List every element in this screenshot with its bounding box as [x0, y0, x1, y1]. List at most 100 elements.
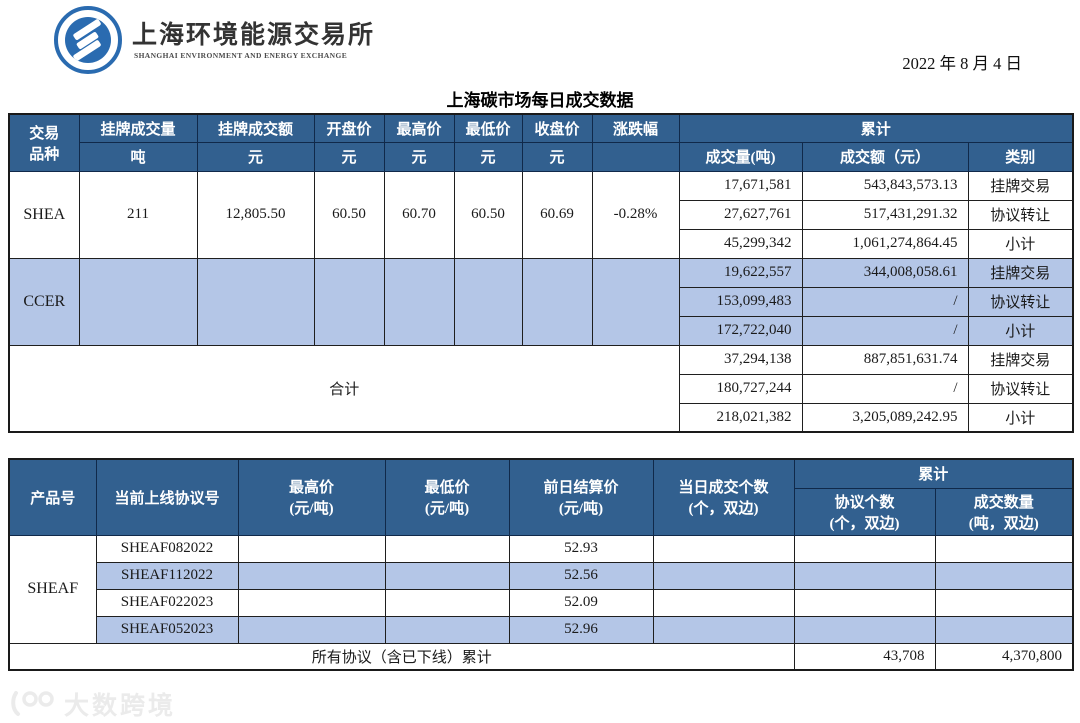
all-contracts-summary-label: 所有协议（含已下线）累计: [8, 642, 795, 671]
product-ccer: CCER: [8, 257, 80, 346]
ccer-cum-volume: 172,722,040: [678, 315, 803, 346]
contract-cum-qty-empty: [934, 561, 1074, 590]
ccer-low-empty: [453, 257, 523, 346]
shea-open: 60.50: [313, 170, 385, 259]
ccer-cum-volume: 153,099,483: [678, 286, 803, 317]
shea-cum-amount: 1,061,274,864.45: [801, 228, 969, 259]
shea-change: -0.28%: [591, 170, 680, 259]
col-header-low: 最低价: [453, 113, 523, 143]
shea-high: 60.70: [383, 170, 455, 259]
col-header-cum-amount: 成交额（元）: [801, 141, 969, 172]
ccer-cum-amount: /: [801, 315, 969, 346]
unit-yuan: 元: [453, 141, 523, 172]
table-row: 153,099,483 / 协议转让: [9, 286, 1074, 317]
shea-cum-type: 协议转让: [967, 199, 1074, 230]
contract-low-empty: [384, 534, 510, 563]
col-header-change: 涨跌幅: [591, 113, 680, 143]
table-row: SHEAF SHEAF082022 52.93: [8, 534, 1074, 644]
ccer-close-empty: [521, 257, 593, 346]
shea-cum-amount: 517,431,291.32: [801, 199, 969, 230]
shea-cum-volume: 27,627,761: [678, 199, 803, 230]
table-row: SHEAF112022 52.56: [9, 561, 1074, 590]
contract-code: SHEAF052023: [95, 615, 239, 644]
table-row: CCER 19,622,557 344,008,058.61 挂牌交易: [8, 257, 1074, 346]
table-row: 27,627,761 517,431,291.32 协议转让: [9, 199, 1074, 230]
col-header-contract-no: 当前上线协议号: [95, 458, 239, 536]
contract-cum-qty-empty: [934, 615, 1074, 644]
contract-high-empty: [237, 588, 386, 617]
table-row: SHEAF052023 52.96: [9, 615, 1074, 644]
ccer-open-empty: [313, 257, 385, 346]
ccer-cum-volume: 19,622,557: [678, 257, 803, 288]
col-header-cum-count: 协议个数 (个，双边): [793, 487, 936, 536]
contract-cum-qty-empty: [934, 588, 1074, 617]
shea-volume: 211: [78, 170, 198, 259]
forward-contracts-table: 产品号 当前上线协议号 最高价 (元/吨) 最低价 (元/吨) 前日结算价 (元…: [8, 458, 1075, 671]
contract-code: SHEAF022023: [95, 588, 239, 617]
col-header-product: 交易 品种: [8, 113, 80, 172]
total-cum-type: 挂牌交易: [967, 344, 1074, 375]
ccer-volume-empty: [78, 257, 198, 346]
contract-settle: 52.93: [508, 534, 654, 563]
unit-yuan: 元: [313, 141, 385, 172]
contract-high-empty: [237, 534, 386, 563]
contract-cum-count-empty: [793, 534, 936, 563]
col-header-high: 最高价: [383, 113, 455, 143]
contract-settle: 52.56: [508, 561, 654, 590]
product-sheaf: SHEAF: [8, 534, 97, 644]
contract-code: SHEAF082022: [95, 534, 239, 563]
contract-low-empty: [384, 615, 510, 644]
contract-settle: 52.96: [508, 615, 654, 644]
col-header-listed-amount: 挂牌成交额: [196, 113, 315, 143]
shea-low: 60.50: [453, 170, 523, 259]
contract-high-empty: [237, 615, 386, 644]
unit-empty: [591, 141, 680, 172]
table-row: 合计 37,294,138 887,851,631.74 挂牌交易: [8, 344, 1074, 433]
col-header-cumulative: 累计: [678, 113, 1074, 143]
ccer-cum-type: 挂牌交易: [967, 257, 1074, 288]
total-label: 合计: [8, 344, 680, 433]
table-row: 180,727,244 / 协议转让: [9, 373, 1074, 404]
total-cum-amount: /: [801, 373, 969, 404]
table-row: SHEAF022023 52.09: [9, 588, 1074, 617]
shea-close: 60.69: [521, 170, 593, 259]
brand-name-en: SHANGHAI ENVIRONMENT AND ENERGY EXCHANGE: [134, 51, 348, 60]
contract-today-empty: [652, 615, 795, 644]
table-row: SHEA 211 12,805.50 60.50 60.70 60.50 60.…: [8, 170, 1074, 259]
table-row: 218,021,382 3,205,089,242.95 小计: [9, 402, 1074, 433]
contract-code: SHEAF112022: [95, 561, 239, 590]
table-row: 所有协议（含已下线）累计 43,708 4,370,800: [8, 642, 1074, 671]
exchange-logo-icon: [54, 6, 122, 74]
unit-yuan: 元: [196, 141, 315, 172]
watermark-logo-icon: [11, 691, 54, 716]
watermark: 大数跨境: [10, 686, 176, 722]
contract-cum-qty-empty: [934, 534, 1074, 563]
ccer-high-empty: [383, 257, 455, 346]
ccer-cum-amount: 344,008,058.61: [801, 257, 969, 288]
contract-cum-count-empty: [793, 588, 936, 617]
shea-cum-volume: 17,671,581: [678, 170, 803, 201]
total-cum-volume: 37,294,138: [678, 344, 803, 375]
contract-low-empty: [384, 561, 510, 590]
total-cum-type: 小计: [967, 402, 1074, 433]
product-shea: SHEA: [8, 170, 80, 259]
contract-cum-count-empty: [793, 615, 936, 644]
exchange-logo-core: [65, 17, 111, 63]
total-cum-type: 协议转让: [967, 373, 1074, 404]
shea-cum-type: 挂牌交易: [967, 170, 1074, 201]
shea-cum-amount: 543,843,573.13: [801, 170, 969, 201]
col-header-listed-volume: 挂牌成交量: [78, 113, 198, 143]
contract-settle: 52.09: [508, 588, 654, 617]
col-header-product-no: 产品号: [8, 458, 97, 536]
unit-ton: 吨: [78, 141, 198, 172]
total-cum-volume: 218,021,382: [678, 402, 803, 433]
contract-today-empty: [652, 534, 795, 563]
contract-today-empty: [652, 561, 795, 590]
col-header-low: 最低价 (元/吨): [384, 458, 510, 536]
contract-today-empty: [652, 588, 795, 617]
daily-trading-table: 交易 品种 挂牌成交量 挂牌成交额 开盘价 最高价 最低价 收盘价 涨跌幅 累计…: [8, 113, 1075, 433]
page-title: 上海碳市场每日成交数据: [446, 91, 634, 110]
unit-yuan: 元: [521, 141, 593, 172]
contract-cum-count-empty: [793, 561, 936, 590]
total-cum-amount: 887,851,631.74: [801, 344, 969, 375]
